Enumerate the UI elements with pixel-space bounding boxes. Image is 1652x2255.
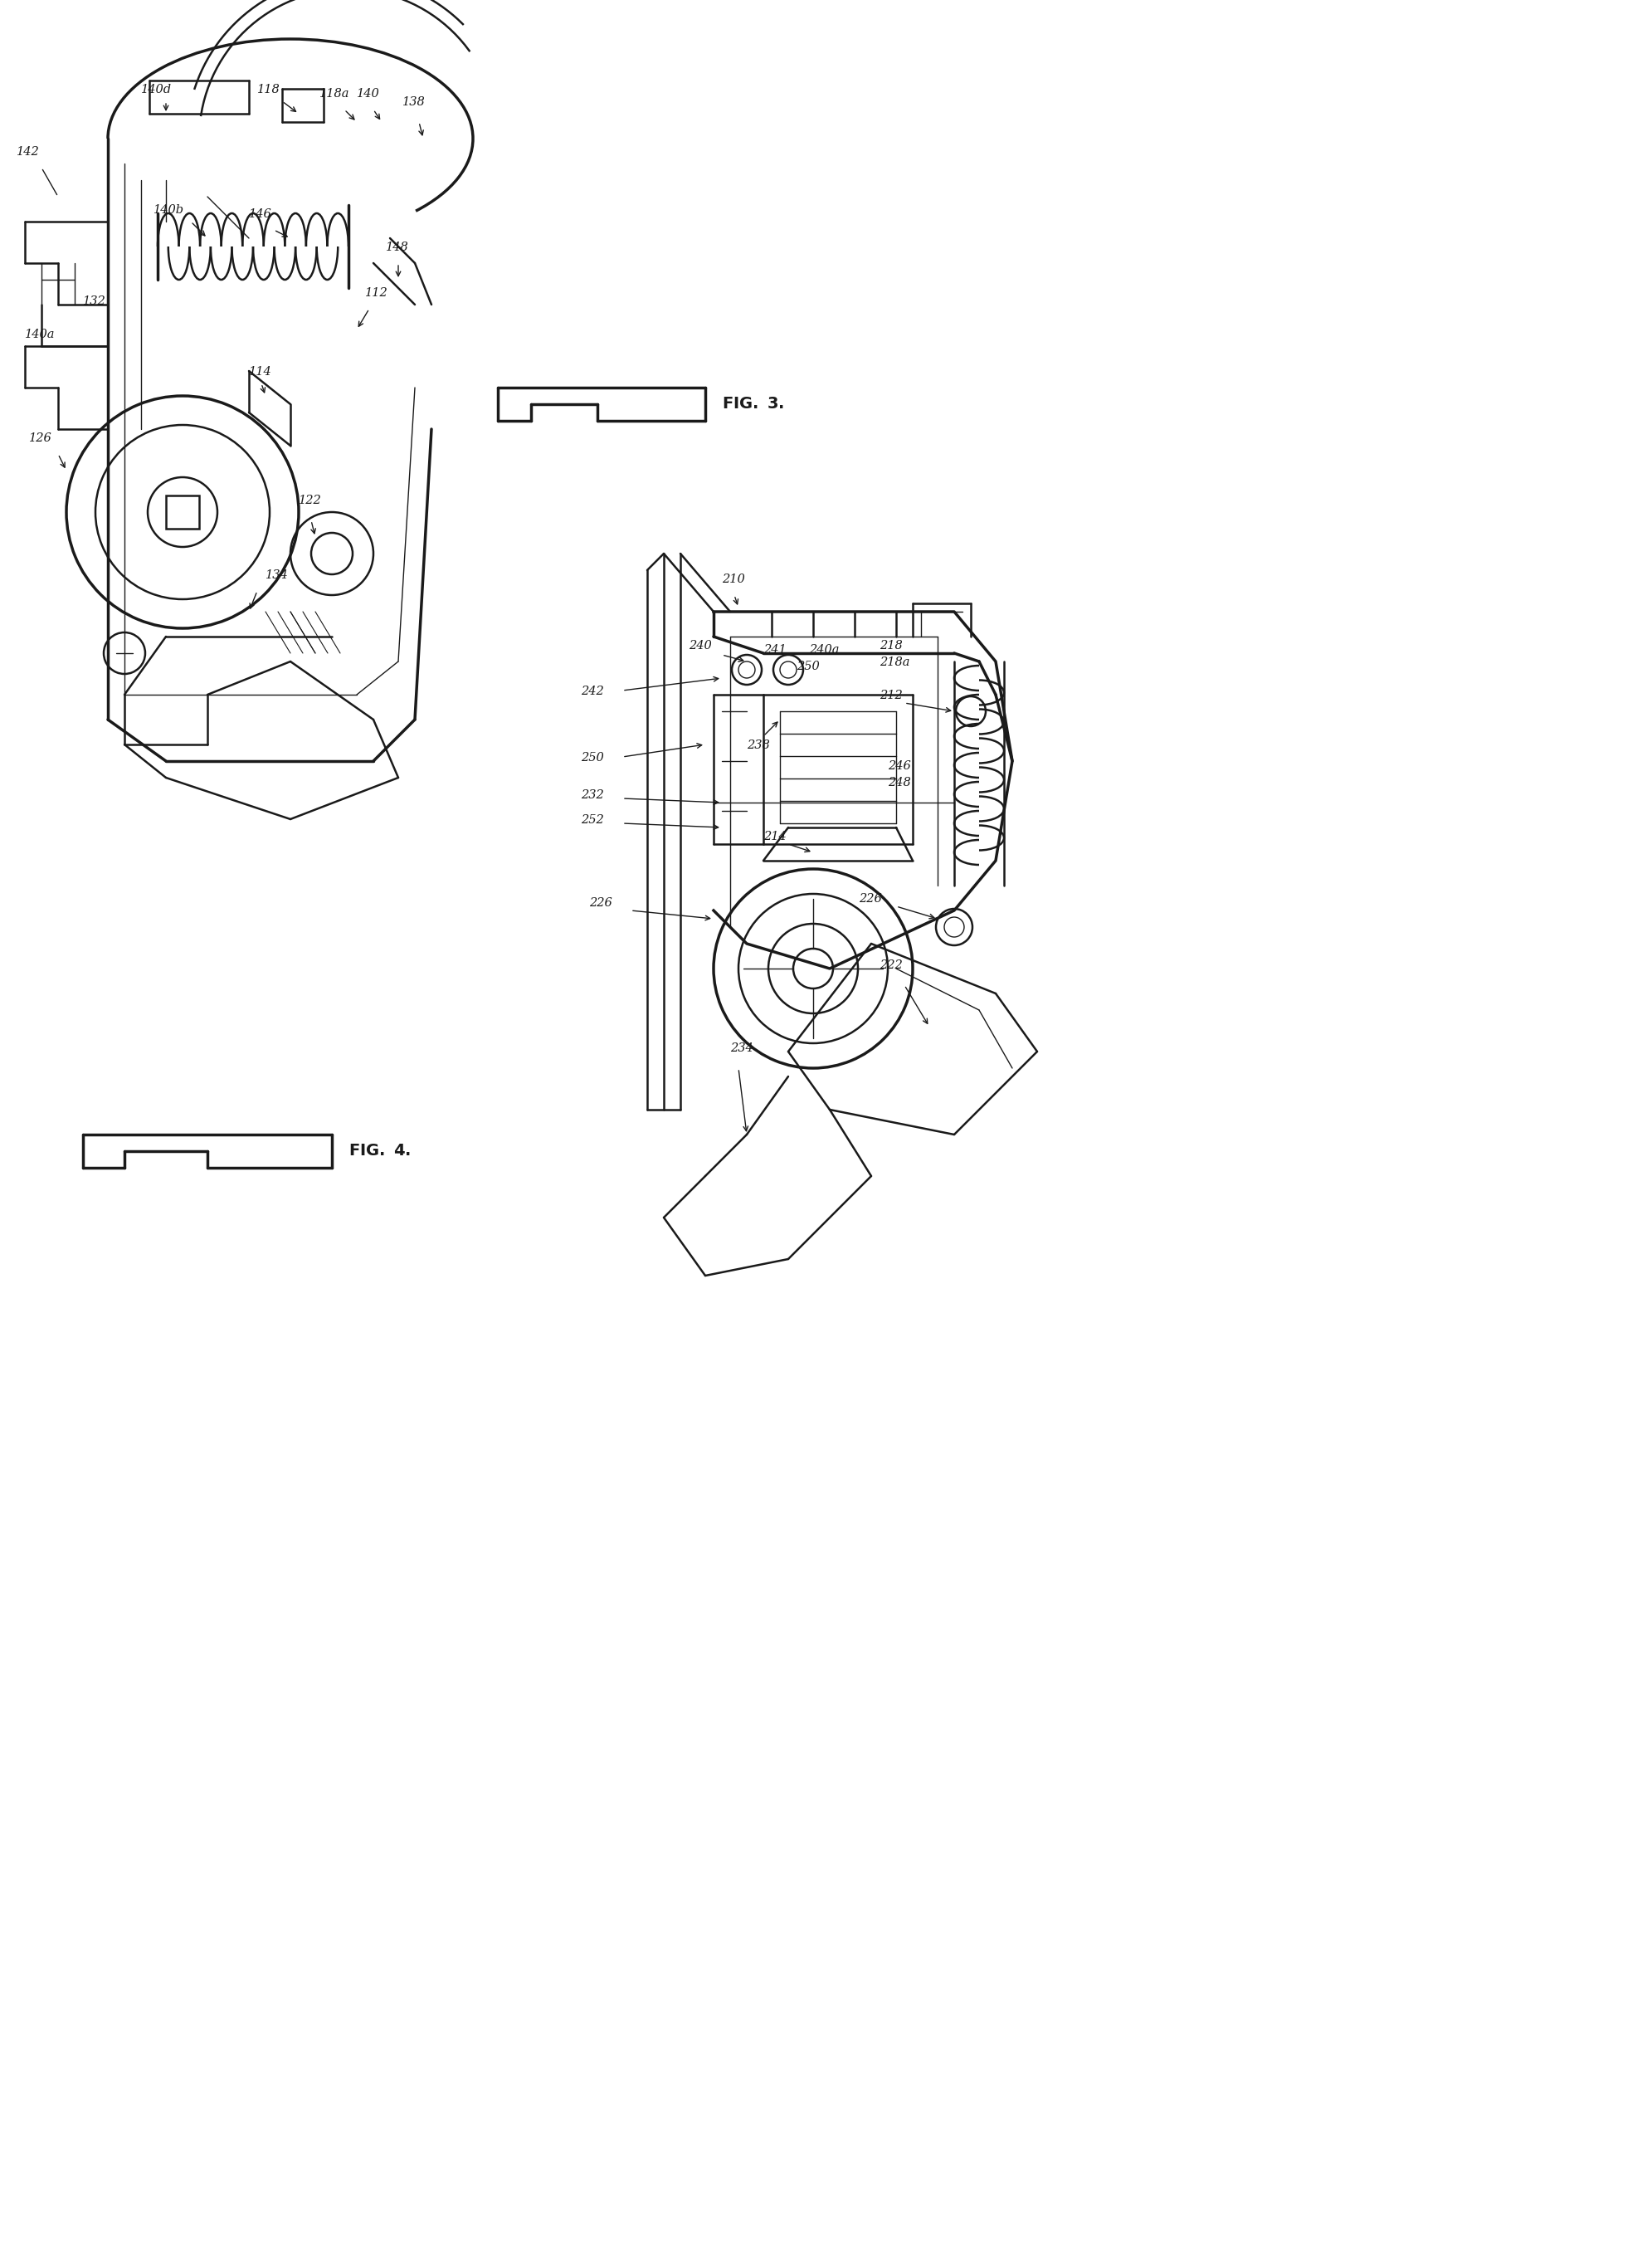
Text: 210: 210 <box>722 573 745 584</box>
Text: 218: 218 <box>879 640 902 652</box>
Text: 140: 140 <box>357 88 380 99</box>
Text: 132: 132 <box>83 295 106 307</box>
Text: 214: 214 <box>763 830 786 843</box>
Text: 218a: 218a <box>879 656 910 667</box>
Text: 246: 246 <box>887 760 910 771</box>
Text: 138: 138 <box>403 97 426 108</box>
Text: 226: 226 <box>859 893 882 904</box>
Text: 240a: 240a <box>809 645 839 656</box>
Text: 146: 146 <box>249 207 273 221</box>
Text: 114: 114 <box>249 365 273 377</box>
Text: 140d: 140d <box>140 83 172 95</box>
Text: 232: 232 <box>582 789 605 801</box>
Text: 142: 142 <box>17 147 40 158</box>
Text: 240: 240 <box>689 640 712 652</box>
Text: 252: 252 <box>582 814 605 825</box>
Text: $\mathbf{FIG.\ 3.}$: $\mathbf{FIG.\ 3.}$ <box>722 397 785 413</box>
Text: 250: 250 <box>582 751 605 764</box>
Text: 134: 134 <box>266 568 289 582</box>
Text: 126: 126 <box>30 433 53 444</box>
Text: 226: 226 <box>590 897 613 909</box>
Text: $\mathbf{FIG.\ 4.}$: $\mathbf{FIG.\ 4.}$ <box>349 1143 411 1159</box>
Text: 242: 242 <box>582 686 605 697</box>
Text: 122: 122 <box>299 494 322 507</box>
Text: 241: 241 <box>763 645 786 656</box>
Text: 212: 212 <box>879 690 902 701</box>
Text: 238: 238 <box>747 740 770 751</box>
Text: 148: 148 <box>387 241 408 253</box>
Text: 118: 118 <box>258 83 281 95</box>
Bar <box>165 496 200 528</box>
Text: 222: 222 <box>879 958 902 972</box>
Text: 118a: 118a <box>319 88 350 99</box>
Text: 140a: 140a <box>25 329 55 341</box>
Text: 248: 248 <box>887 776 910 789</box>
Text: 140b: 140b <box>154 205 185 216</box>
Text: 234: 234 <box>730 1042 753 1053</box>
Text: 112: 112 <box>365 286 388 298</box>
Text: 250: 250 <box>796 661 819 672</box>
